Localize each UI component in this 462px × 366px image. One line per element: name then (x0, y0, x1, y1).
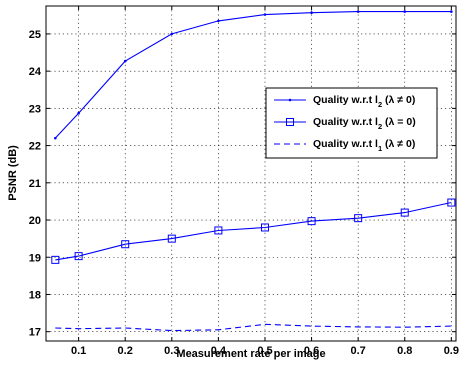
y-tick-label: 20 (29, 215, 41, 227)
data-point-marker (123, 59, 127, 63)
data-point-marker (354, 214, 363, 223)
series-line (55, 201, 452, 261)
data-point-marker (54, 136, 57, 140)
series-1 (54, 10, 453, 140)
series-2 (51, 198, 456, 264)
x-tick-label: 0.2 (118, 345, 133, 357)
data-point-marker (263, 13, 267, 16)
y-tick-label: 18 (29, 289, 41, 301)
data-point-marker (214, 226, 223, 235)
y-tick-label: 23 (29, 103, 41, 115)
x-tick-label: 0.5 (257, 345, 272, 357)
data-point-marker (167, 234, 176, 243)
legend-entry-label: Quality w.r.t l1 (λ ≠ 0) (313, 138, 415, 153)
legend: Quality w.r.t l2 (λ ≠ 0) Quality w.r.t l2… (265, 87, 438, 159)
x-tick-label: 0.3 (164, 345, 179, 357)
data-point-marker (307, 217, 316, 226)
y-tick-label: 21 (29, 178, 41, 190)
plot-area (46, 6, 456, 341)
series-line (54, 11, 452, 139)
x-axis-title: Measurement rate per image (176, 348, 325, 360)
y-axis-title: PSNR (dB) (7, 145, 19, 201)
data-point-marker (403, 10, 407, 13)
y-tick-label: 24 (29, 66, 42, 78)
y-tick-label: 17 (29, 327, 41, 339)
legend-sample-marker (288, 98, 292, 102)
legend-entry-label: Quality w.r.t l2 (λ = 0) (313, 116, 416, 131)
x-tick-label: 0.4 (211, 345, 227, 357)
y-tick-label: 22 (29, 141, 41, 153)
x-tick-label: 0.6 (304, 345, 319, 357)
data-point-marker (447, 198, 456, 207)
x-tick-label: 0.7 (351, 345, 366, 357)
data-point-marker (51, 255, 60, 264)
axis-tick-labels: 0.1 0.2 0.3 0.4 0.5 0.6 0.7 0.8 0.9 17 18 19 20 21 22 2… (29, 29, 459, 357)
x-tick-label: 0.9 (444, 345, 459, 357)
data-point-marker (77, 111, 80, 115)
data-point-marker (74, 252, 83, 261)
data-point-marker (310, 11, 313, 14)
data-point-marker (400, 208, 409, 217)
legend-sample-marker (286, 118, 294, 126)
data-point-marker (170, 32, 174, 36)
y-tick-label: 25 (29, 29, 41, 41)
data-point-marker (217, 19, 220, 23)
data-point-marker (121, 240, 130, 249)
data-point-marker (260, 223, 269, 232)
x-tick-label: 0.1 (71, 345, 86, 357)
legend-entry-label: Quality w.r.t l2 (λ ≠ 0) (313, 94, 415, 109)
grid-lines (46, 6, 456, 341)
axis-ticks (46, 6, 456, 341)
data-series (51, 10, 456, 332)
y-tick-label: 19 (29, 252, 41, 264)
x-tick-label: 0.8 (397, 345, 412, 357)
data-point-marker (356, 10, 360, 13)
plot-border (45, 5, 457, 342)
data-point-marker (450, 10, 453, 13)
